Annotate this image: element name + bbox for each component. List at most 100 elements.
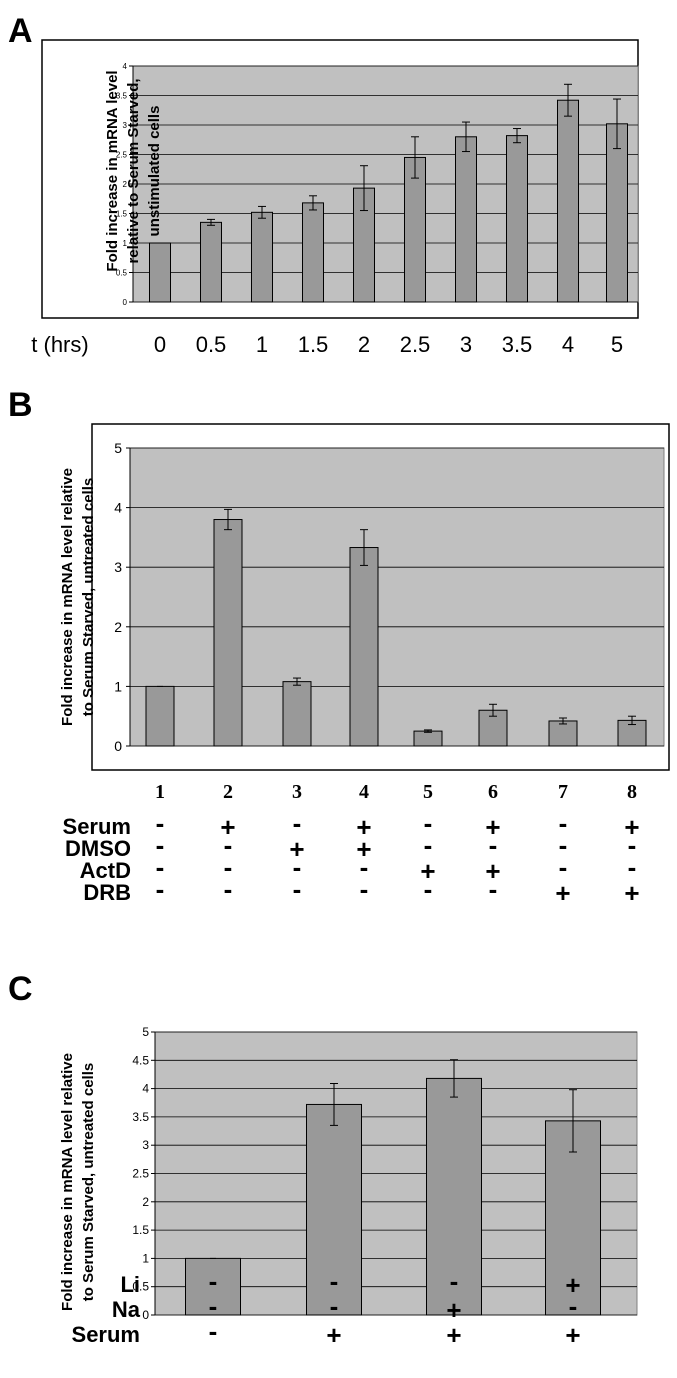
minus-sign: -: [450, 1266, 459, 1296]
x-tick-label: 3: [292, 781, 302, 803]
minus-sign: -: [559, 808, 568, 838]
treatment-label: Li: [120, 1272, 140, 1297]
y-tick-label: 3.5: [116, 92, 128, 101]
plot-area: [129, 447, 665, 747]
bar: [306, 1103, 362, 1316]
minus-sign: -: [489, 874, 498, 904]
x-tick-label: 7: [558, 781, 568, 803]
x-tick-label: 3: [460, 332, 472, 357]
x-tick-label: 4: [359, 781, 369, 803]
y-tick-label: 1.5: [116, 210, 128, 219]
x-tick-label: 1.5: [298, 332, 329, 357]
y-tick-label: 0.5: [116, 269, 128, 278]
plus-sign: +: [289, 834, 304, 864]
plus-sign: +: [220, 812, 235, 842]
minus-sign: -: [224, 852, 233, 882]
x-tick-label: 5: [611, 332, 623, 357]
minus-sign: -: [360, 852, 369, 882]
bar: [548, 720, 578, 747]
y-tick-label: 2: [142, 1195, 149, 1209]
y-tick-label: 3: [123, 121, 128, 130]
x-tick-label: 2: [358, 332, 370, 357]
y-tick-label: 3: [142, 1138, 149, 1152]
plus-sign: +: [356, 834, 371, 864]
y-tick-label: 4.5: [132, 1053, 149, 1067]
x-tick-label: 8: [627, 781, 637, 803]
y-tick-label: 3: [114, 559, 122, 575]
y-axis-label: Fold increase in mRNA level relative to S…: [59, 1053, 97, 1311]
minus-sign: -: [156, 852, 165, 882]
y-tick-label: 2.5: [116, 151, 128, 160]
y-tick-label: 2.5: [132, 1167, 149, 1181]
plus-sign: +: [485, 812, 500, 842]
bar: [506, 135, 528, 303]
x-axis-title: t (hrs): [31, 332, 88, 357]
plus-sign: +: [555, 878, 570, 908]
y-axis-label-line: unstimulated cells: [146, 106, 163, 237]
minus-sign: -: [209, 1316, 218, 1346]
minus-sign: -: [424, 830, 433, 860]
bar: [282, 681, 312, 747]
x-tick-label: 0: [154, 332, 166, 357]
x-tick-label: 1: [256, 332, 268, 357]
minus-sign: -: [209, 1266, 218, 1296]
y-tick-label: 0.5: [132, 1280, 149, 1294]
minus-sign: -: [293, 852, 302, 882]
minus-sign: -: [360, 874, 369, 904]
minus-sign: -: [209, 1291, 218, 1321]
minus-sign: -: [224, 874, 233, 904]
bar: [185, 1257, 241, 1316]
minus-sign: -: [559, 852, 568, 882]
y-axis-label-line: relative to Serum Starved,: [125, 78, 142, 263]
y-tick-label: 0: [114, 738, 122, 754]
bar: [413, 730, 443, 747]
bar: [251, 211, 273, 303]
bar: [426, 1077, 482, 1316]
bar: [606, 123, 628, 303]
y-tick-label: 4: [142, 1082, 149, 1096]
minus-sign: -: [424, 874, 433, 904]
y-tick-label: 4: [123, 62, 128, 71]
y-tick-label: 3.5: [132, 1110, 149, 1124]
plus-sign: +: [356, 812, 371, 842]
bar: [404, 156, 426, 303]
bar: [302, 202, 324, 303]
minus-sign: -: [156, 830, 165, 860]
y-tick-label: 1: [142, 1251, 149, 1265]
plus-sign: +: [420, 856, 435, 886]
treatment-label: Na: [112, 1297, 141, 1322]
bar: [149, 242, 171, 303]
plus-sign: +: [485, 856, 500, 886]
bar: [617, 719, 647, 747]
bar: [545, 1120, 601, 1316]
x-tick-label: 5: [423, 781, 433, 803]
y-tick-label: 5: [142, 1025, 149, 1039]
y-tick-label: 5: [114, 440, 122, 456]
minus-sign: -: [569, 1291, 578, 1321]
treatment-label: Serum: [63, 814, 131, 839]
plus-sign: +: [446, 1295, 461, 1325]
y-axis-label-line: Fold increase in mRNA level relative: [59, 1053, 76, 1311]
treatment-label: DRB: [83, 880, 131, 905]
y-axis-label: Fold increase in mRNA level relative to S…: [59, 468, 97, 726]
y-tick-label: 4: [114, 500, 122, 516]
x-tick-label: 2: [223, 781, 233, 803]
panel-letter: B: [8, 386, 33, 424]
plus-sign: +: [565, 1270, 580, 1300]
bar: [213, 519, 243, 747]
plus-sign: +: [565, 1320, 580, 1350]
x-tick-label: 3.5: [502, 332, 533, 357]
plus-sign: +: [624, 812, 639, 842]
y-tick-label: 2: [114, 619, 122, 635]
minus-sign: -: [156, 874, 165, 904]
x-tick-label: 4: [562, 332, 574, 357]
minus-sign: -: [330, 1291, 339, 1321]
y-tick-label: 1: [114, 678, 122, 694]
bar: [557, 99, 579, 303]
y-axis-label-line: to Serum Starved, untreated cells: [80, 1063, 97, 1301]
y-tick-label: 1.5: [132, 1223, 149, 1237]
y-axis-label-line: to Serum Starved, untreated cells: [80, 478, 97, 716]
treatment-label: Serum: [72, 1322, 140, 1347]
y-tick-label: 1: [123, 239, 128, 248]
